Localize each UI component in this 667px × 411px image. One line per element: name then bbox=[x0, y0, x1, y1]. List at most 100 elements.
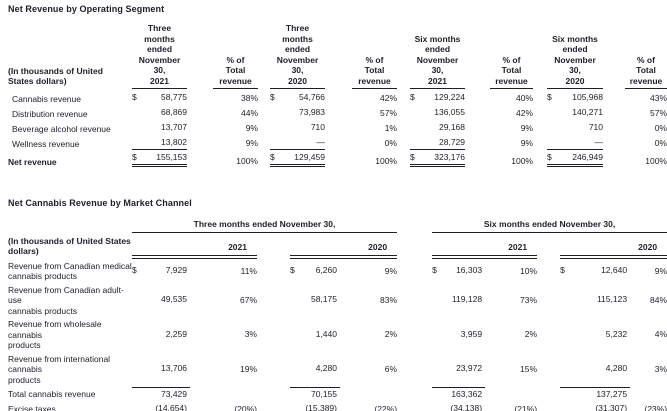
spacer bbox=[465, 23, 490, 89]
row-label: Excise taxes bbox=[8, 403, 56, 411]
amount-value: 4,280 bbox=[315, 363, 337, 374]
amount-cell: $129,459 bbox=[270, 149, 325, 167]
pct-of-total-header: % of Total revenue bbox=[213, 23, 258, 89]
amount-cell: $323,176 bbox=[410, 149, 465, 167]
rule-line bbox=[432, 255, 538, 259]
percent-value: 4% bbox=[654, 329, 667, 340]
pct-of-total-header: % of Total revenue bbox=[490, 23, 533, 89]
amount-value: 115,123 bbox=[596, 294, 628, 305]
row-label: Beverage alcohol revenue bbox=[12, 123, 111, 134]
amount-cell: (14,654) bbox=[132, 402, 190, 411]
table-row: Revenue from international cannabis prod… bbox=[8, 352, 667, 387]
period-header: Three months ended November 30, 2021 bbox=[132, 23, 187, 89]
pct-of-total-header: % of Total revenue bbox=[352, 23, 397, 89]
amount-cell: $12,640 bbox=[560, 259, 630, 283]
amount-value: 140,271 bbox=[572, 107, 603, 117]
amount-value: 23,972 bbox=[456, 363, 483, 374]
percent-value bbox=[485, 386, 537, 402]
percent-value: 11% bbox=[240, 265, 257, 276]
amount-cell: 119,128 bbox=[432, 283, 485, 318]
amount-cell: 4,280 bbox=[290, 352, 340, 387]
percent-value: 0% bbox=[384, 138, 397, 148]
percent-value: 9% bbox=[245, 138, 258, 148]
table-row: Excise taxes (14,654) (20%) (15,389) (22… bbox=[8, 402, 667, 411]
amount-cell: 136,055 bbox=[410, 104, 465, 119]
row-label-header: (In thousands of United States dollars) bbox=[8, 235, 131, 257]
amount-cell: $6,260 bbox=[290, 259, 340, 283]
section-title-market-channel: Net Cannabis Revenue by Market Channel bbox=[8, 198, 192, 208]
amount-cell: 70,155 bbox=[290, 386, 340, 402]
amount-cell: $105,968 bbox=[547, 89, 603, 105]
amount-value: 68,869 bbox=[161, 107, 187, 117]
table-row: Revenue from wholesale cannabis products… bbox=[8, 317, 667, 352]
amount-value: 129,224 bbox=[434, 92, 465, 102]
table-year-header-row: 2021 2020 2021 2020 bbox=[8, 232, 667, 256]
percent-value: 19% bbox=[239, 363, 257, 374]
table-row: Distribution revenue 68,869 44% 73,983 5… bbox=[8, 104, 667, 119]
spacer bbox=[258, 23, 270, 89]
amount-cell: 710 bbox=[547, 119, 603, 134]
percent-value: 57% bbox=[649, 108, 667, 118]
market-channel-table: (In thousands of United States dollars) … bbox=[8, 219, 667, 411]
currency-symbol: $ bbox=[547, 152, 552, 162]
row-label-header: (In thousands of United States dollars) bbox=[8, 65, 103, 87]
amount-value: 246,949 bbox=[572, 152, 603, 162]
amount-cell: 13,802 bbox=[132, 134, 187, 149]
amount-cell: $155,153 bbox=[132, 149, 187, 167]
amount-cell: (31,307) bbox=[560, 402, 630, 411]
amount-cell: — bbox=[270, 134, 326, 149]
year-header: 2021 bbox=[432, 232, 538, 256]
row-label: Revenue from Canadian adult-use cannabis… bbox=[8, 284, 124, 316]
pct-of-total-header: % of Total revenue bbox=[625, 23, 667, 89]
amount-value: 119,128 bbox=[451, 294, 483, 305]
percent-value: 9% bbox=[520, 138, 533, 148]
spacer bbox=[603, 23, 625, 89]
amount-cell: 49,535 bbox=[132, 283, 190, 318]
period-header: Six months ended November 30, 2020 bbox=[547, 23, 603, 89]
table-row-subtotal: Total cannabis revenue 73,429 70,155 163… bbox=[8, 386, 667, 402]
rule-row bbox=[8, 255, 667, 259]
percent-value: 100% bbox=[645, 156, 667, 166]
percent-value: 2% bbox=[524, 329, 538, 340]
rule-line bbox=[132, 255, 257, 259]
amount-value: 70,155 bbox=[311, 389, 337, 399]
amount-cell: 58,175 bbox=[290, 283, 340, 318]
amount-cell: 13,707 bbox=[132, 119, 187, 134]
period-group-header: Three months ended November 30, bbox=[132, 219, 398, 233]
amount-value: 1,440 bbox=[315, 328, 337, 339]
percent-value: 9% bbox=[654, 265, 667, 276]
amount-cell: 115,123 bbox=[560, 283, 630, 318]
percent-value: 73% bbox=[520, 294, 538, 305]
row-label: Revenue from Canadian medical cannabis p… bbox=[8, 260, 132, 282]
amount-value: 16,303 bbox=[456, 265, 483, 276]
amount-value: 12,640 bbox=[601, 265, 628, 276]
amount-value: 28,729 bbox=[439, 137, 465, 147]
row-label: Distribution revenue bbox=[12, 108, 88, 119]
percent-value: 100% bbox=[511, 156, 533, 166]
currency-symbol: $ bbox=[432, 265, 437, 276]
amount-value: 4,280 bbox=[605, 363, 628, 374]
currency-symbol: $ bbox=[290, 265, 295, 276]
amount-value: (34,138) bbox=[450, 403, 483, 411]
amount-cell: 1,440 bbox=[290, 317, 340, 352]
spacer bbox=[397, 233, 432, 256]
spacer bbox=[257, 233, 290, 256]
amount-value: (15,389) bbox=[305, 403, 337, 411]
amount-cell: 73,429 bbox=[132, 386, 190, 402]
percent-value: 10% bbox=[520, 265, 538, 276]
percent-value: 100% bbox=[375, 156, 397, 166]
amount-value: 136,055 bbox=[434, 107, 465, 117]
amount-value: 13,802 bbox=[161, 137, 187, 147]
amount-value: 58,775 bbox=[161, 92, 187, 102]
table-row: Cannabis revenue $58,775 38% $54,766 42%… bbox=[8, 89, 667, 105]
year-header: 2021 bbox=[132, 232, 257, 256]
amount-cell: 68,869 bbox=[132, 104, 187, 119]
percent-value: 42% bbox=[379, 93, 397, 103]
amount-cell: $16,303 bbox=[432, 259, 485, 283]
row-label: Net revenue bbox=[8, 156, 57, 167]
amount-cell: $58,775 bbox=[132, 89, 187, 105]
percent-value: 0% bbox=[654, 138, 667, 148]
amount-value: 2,259 bbox=[165, 328, 187, 339]
percent-value: 2% bbox=[384, 329, 398, 340]
amount-value: 29,168 bbox=[439, 122, 465, 132]
